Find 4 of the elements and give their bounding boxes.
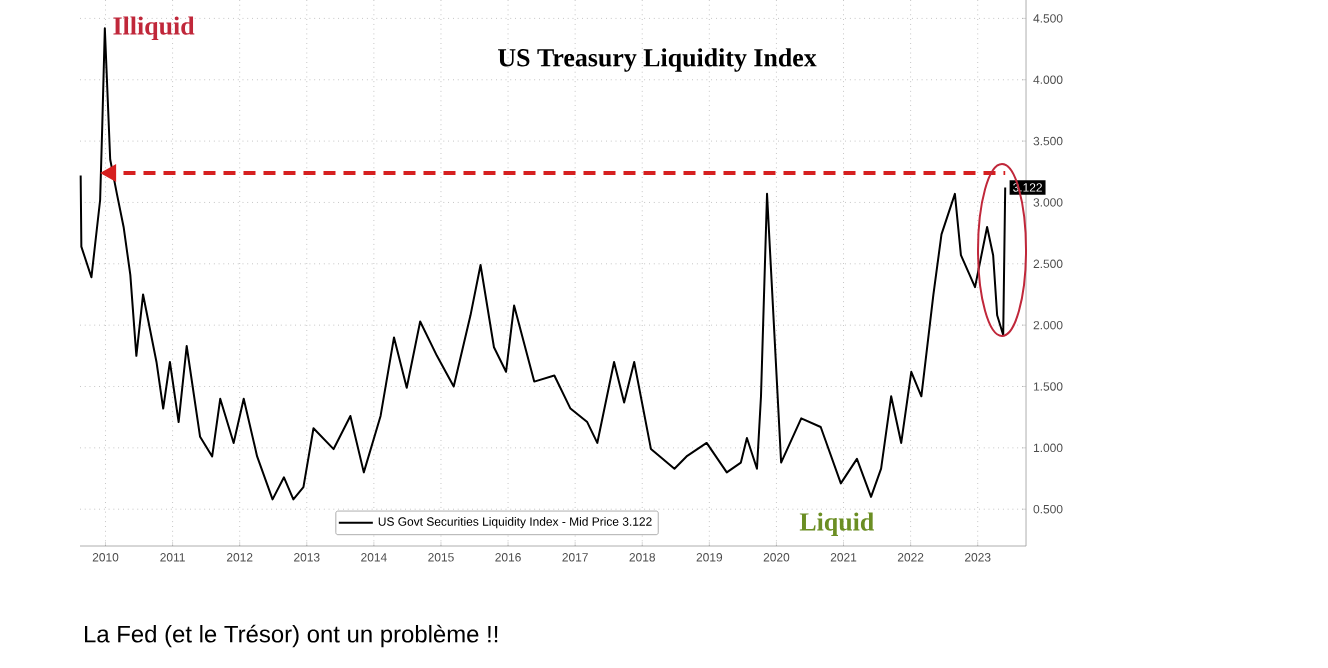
text: La Fed (et le Trésor) ont un problème !! — [85, 624, 498, 648]
annotation: Liquid — [799, 512, 874, 536]
annotation: Illiquid — [113, 16, 195, 40]
text: US Treasury Liquidity Index — [498, 48, 817, 72]
